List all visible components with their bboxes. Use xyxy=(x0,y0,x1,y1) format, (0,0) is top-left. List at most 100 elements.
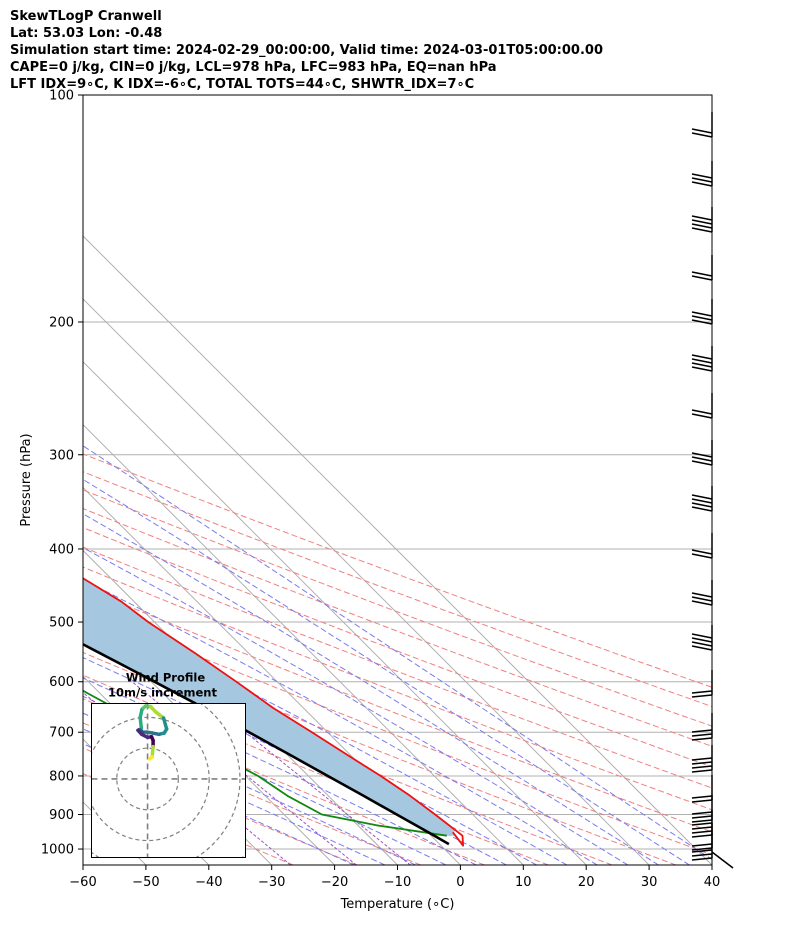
isotherm-line xyxy=(83,235,712,865)
isotherm-line xyxy=(83,361,587,865)
wind-barb-flag xyxy=(691,843,713,847)
wind-barb-flag xyxy=(691,128,713,134)
wind-barb-flag xyxy=(691,227,713,233)
y-tick-label: 200 xyxy=(49,315,74,330)
x-tick-label: 20 xyxy=(578,875,595,890)
wind-barb-flag xyxy=(691,132,713,138)
dry-adiabat-line xyxy=(83,489,712,727)
x-tick-label: −30 xyxy=(258,875,285,890)
mixing-ratio-line xyxy=(131,681,357,865)
wind-barb-flag xyxy=(691,498,713,504)
isotherm-line xyxy=(83,864,84,865)
hodograph-segment xyxy=(147,755,154,761)
moist-adiabat-line xyxy=(83,677,477,865)
wind-barb-flag xyxy=(691,637,713,643)
dry-adiabat-line xyxy=(83,507,712,747)
isotherm-line xyxy=(83,298,650,865)
x-tick-label: 10 xyxy=(515,875,532,890)
wind-barb-flag xyxy=(691,358,713,364)
moist-adiabat-line xyxy=(83,634,537,865)
wind-barb-flag xyxy=(691,219,713,225)
wind-barb-flag xyxy=(691,215,713,221)
wind-barb-flag xyxy=(691,413,713,419)
wind-barb-flag xyxy=(691,460,713,466)
wind-barb-flag xyxy=(691,645,713,651)
wind-barb-flag xyxy=(691,506,713,512)
x-tick-label: 30 xyxy=(641,875,658,890)
wind-barb xyxy=(711,851,734,869)
wind-barb-flag xyxy=(691,799,713,803)
x-tick-label: −50 xyxy=(132,875,159,890)
wind-barb-flag xyxy=(691,822,713,826)
wind-barb-flag xyxy=(691,737,713,741)
moist-adiabat-line xyxy=(83,579,598,865)
x-axis-label: Temperature (∘C) xyxy=(340,897,455,912)
wind-barb-flag xyxy=(691,177,713,183)
x-tick-label: 40 xyxy=(704,875,721,890)
hodograph-segment xyxy=(138,715,144,731)
location-line: Lat: 53.03 Lon: -0.48 xyxy=(10,26,163,41)
wind-barb-flag xyxy=(691,761,713,765)
wind-barb-flag xyxy=(691,857,713,861)
wind-barb-flag xyxy=(691,173,713,179)
cape-indices-line: CAPE=0 j/kg, CIN=0 j/kg, LCL=978 hPa, LF… xyxy=(10,60,497,75)
x-tick-label: −10 xyxy=(384,875,411,890)
y-tick-label: 600 xyxy=(49,675,74,690)
wind-barb-flag xyxy=(691,456,713,462)
wind-barb-flag xyxy=(691,311,713,317)
wind-barb-flag xyxy=(691,694,713,698)
dry-adiabat-line xyxy=(83,527,712,768)
wind-barb-flag xyxy=(691,819,713,823)
chart-header: SkewTLogP Cranwell Lat: 53.03 Lon: -0.48… xyxy=(10,8,603,93)
wind-barb-flag xyxy=(691,641,713,647)
wind-barb-flag xyxy=(691,592,713,598)
wind-barb-flag xyxy=(691,223,713,229)
hodograph-plot xyxy=(91,703,246,858)
wind-barb-flag xyxy=(691,409,713,415)
dry-adiabat-line xyxy=(83,453,712,688)
wind-barb-flag xyxy=(691,795,713,799)
stability-indices-line: LFT IDX=9∘C, K IDX=-6∘C, TOTAL TOTS=44∘C… xyxy=(10,77,475,92)
x-tick-label: −60 xyxy=(69,875,96,890)
hodograph-background xyxy=(91,703,246,858)
wind-barb-flag xyxy=(691,494,713,500)
moist-adiabat-line xyxy=(83,712,416,865)
isotherm-line xyxy=(0,95,20,865)
y-tick-label: 100 xyxy=(49,89,74,104)
cape-fill-polygon xyxy=(83,578,456,836)
wind-barb-flag xyxy=(691,633,713,639)
hodograph-subtitle: 10m/s increment xyxy=(108,686,217,700)
y-tick-label: 1000 xyxy=(41,843,74,858)
wind-barb-flag xyxy=(691,596,713,602)
y-tick-label: 500 xyxy=(49,616,74,631)
y-tick-label: 900 xyxy=(49,808,74,823)
x-tick-label: 0 xyxy=(456,875,464,890)
wind-barb-flag xyxy=(691,849,713,853)
wind-barb-flag xyxy=(691,366,713,372)
isotherm-line xyxy=(83,486,461,865)
wind-barb-flag xyxy=(691,549,713,555)
y-tick-label: 800 xyxy=(49,769,74,784)
wind-barb-flag xyxy=(691,815,713,819)
moist-adiabat-line xyxy=(83,513,659,865)
profile-lines xyxy=(83,577,464,847)
wind-barb-flag xyxy=(691,553,713,559)
wind-barb-flag xyxy=(691,757,713,761)
wind-barb-flag xyxy=(691,811,713,815)
isotherm-line xyxy=(83,423,524,865)
cape-shaded-area xyxy=(83,578,456,836)
wind-barb-flag xyxy=(691,362,713,368)
wind-barb-flag xyxy=(691,733,713,737)
wind-barb-flag xyxy=(691,729,713,733)
wind-barb-flag xyxy=(691,452,713,458)
parcel-path-line xyxy=(83,642,450,846)
moist-adiabat-line xyxy=(83,478,690,865)
x-tick-label: −40 xyxy=(195,875,222,890)
dry-adiabat-line xyxy=(83,651,613,865)
wind-barb-flag xyxy=(691,769,713,773)
wind-barb-flag xyxy=(691,853,713,857)
dry-adiabat-line xyxy=(83,608,712,856)
moist-adiabat-line xyxy=(83,728,386,865)
